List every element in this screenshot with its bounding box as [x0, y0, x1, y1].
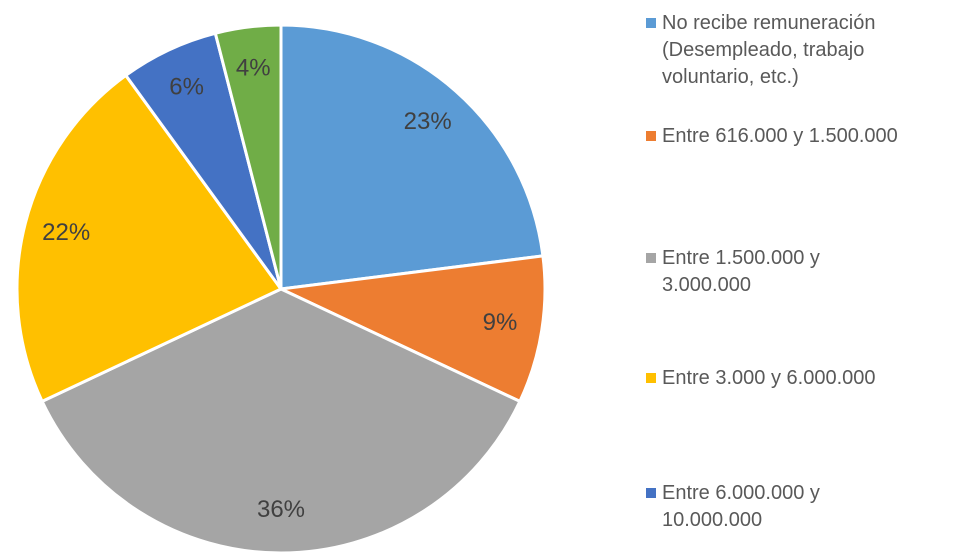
data-label: 36%: [257, 496, 305, 523]
legend-label: Entre 6.000.000 y 10.000.000: [662, 482, 820, 531]
data-label: 6%: [169, 74, 204, 101]
pie-slice: [275, 254, 547, 404]
legend-item: Entre 6.000.000 y 10.000.000: [646, 480, 872, 534]
legend-label: Entre 3.000 y 6.000.000: [662, 367, 876, 389]
legend-label: No recibe remuneración (Desempleado, tra…: [662, 12, 876, 88]
legend-swatch: [646, 488, 656, 498]
legend-label: Entre 616.000 y 1.500.000: [662, 125, 898, 147]
data-label: 4%: [236, 54, 271, 81]
legend-item: Entre 616.000 y 1.500.000: [646, 123, 898, 150]
legend-swatch: [646, 373, 656, 383]
legend-label: Entre 1.500.000 y 3.000.000: [662, 247, 820, 296]
pie-slice: [15, 73, 284, 404]
legend-swatch: [646, 18, 656, 28]
legend-item: Entre 3.000 y 6.000.000: [646, 365, 876, 392]
legend-swatch: [646, 131, 656, 141]
data-label: 23%: [404, 108, 452, 135]
pie-slice: [279, 23, 545, 291]
legend-swatch: [646, 253, 656, 263]
legend-item: No recibe remuneración (Desempleado, tra…: [646, 10, 912, 91]
pie-slice: [213, 23, 283, 290]
legend-item: Entre 1.500.000 y 3.000.000: [646, 245, 872, 299]
data-label: 22%: [42, 219, 90, 246]
data-label: 9%: [483, 309, 518, 336]
